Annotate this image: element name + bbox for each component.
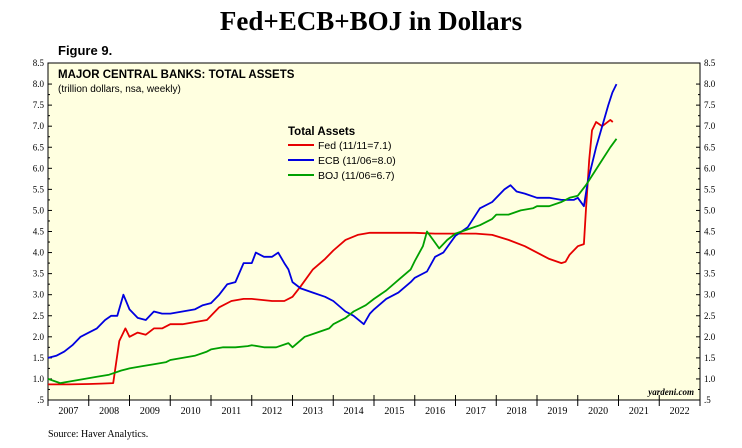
y-tick-label-right: 2.5 xyxy=(704,311,716,321)
series-line-boj xyxy=(47,138,618,384)
source-note: Source: Haver Analytics. xyxy=(48,429,149,440)
legend-title: Total Assets xyxy=(288,126,355,138)
y-tick-label-left: 6.5 xyxy=(33,142,45,152)
legend-label-fed: Fed (11/11=7.1) xyxy=(318,140,391,152)
y-tick-label-left: 8.0 xyxy=(33,79,45,89)
y-tick-label-right: 6.0 xyxy=(704,163,716,173)
x-tick-label: 2015 xyxy=(384,406,404,417)
y-axis-left: .5 1.0 1.5 2.0 2.5 3.0 3.5 4.0 4.5 5.0 5.5 6.0 6.5 7.… xyxy=(33,58,52,405)
series-line-fed xyxy=(48,119,614,386)
y-tick-label-left: 2.5 xyxy=(33,311,45,321)
x-tick-label: 2018 xyxy=(507,406,527,417)
legend-label-boj: BOJ (11/06=6.7) xyxy=(318,170,395,182)
series-lines xyxy=(47,83,618,386)
y-tick-label-left: 4.5 xyxy=(33,227,45,237)
y-tick-label-left: 5.0 xyxy=(33,205,45,215)
y-tick-label-right: 6.5 xyxy=(704,142,716,152)
y-tick-label-left: 4.0 xyxy=(33,248,45,258)
y-tick-label-right: .5 xyxy=(704,395,711,405)
y-tick-label-right: 1.5 xyxy=(704,353,716,363)
y-tick-label-left: 3.0 xyxy=(33,290,45,300)
x-tick-label: 2022 xyxy=(670,406,690,417)
x-tick-label: 2016 xyxy=(425,406,445,417)
x-tick-label: 2010 xyxy=(181,406,201,417)
y-tick-label-left: 2.0 xyxy=(33,332,45,342)
x-tick-label: 2014 xyxy=(344,406,364,417)
x-tick-label: 2019 xyxy=(547,406,567,417)
legend: Total Assets Fed (11/11=7.1) ECB (11/06=… xyxy=(288,126,396,182)
y-tick-label-left: 7.5 xyxy=(33,100,45,110)
y-axis-right: .5 1.0 1.5 2.0 2.5 3.0 3.5 4.0 4.5 5.0 5.5 6.0 6.5 7.… xyxy=(696,58,716,405)
y-tick-label-left: 1.5 xyxy=(33,353,45,363)
x-axis: 2007 2008 2009 2010 2011 2012 2013 2014 2015 2016… xyxy=(47,395,701,417)
y-tick-label-right: 8.5 xyxy=(704,58,716,68)
y-tick-label-right: 4.5 xyxy=(704,227,716,237)
y-tick-label-right: 3.0 xyxy=(704,290,716,300)
y-tick-label-right: 2.0 xyxy=(704,332,716,342)
x-tick-label: 2017 xyxy=(466,406,486,417)
chart-title: MAJOR CENTRAL BANKS: TOTAL ASSETS xyxy=(58,69,295,81)
chart-subtitle: (trillion dollars, nsa, weekly) xyxy=(58,84,181,95)
x-tick-label: 2013 xyxy=(303,406,323,417)
y-tick-label-left: 5.5 xyxy=(33,184,45,194)
x-tick-label: 2007 xyxy=(58,406,78,417)
plot-area xyxy=(47,62,701,401)
y-tick-label-left: 7.0 xyxy=(33,121,45,131)
series-line-ecb xyxy=(47,83,618,359)
x-tick-label: 2008 xyxy=(99,406,119,417)
watermark: yardeni.com xyxy=(647,387,694,397)
page-title: Fed+ECB+BOJ in Dollars xyxy=(219,6,523,36)
figure-label: Figure 9. xyxy=(58,43,113,58)
y-tick-label-right: 1.0 xyxy=(704,374,716,384)
y-tick-label-left: 6.0 xyxy=(33,163,45,173)
y-tick-label-left: 3.5 xyxy=(33,269,45,279)
y-tick-label-right: 4.0 xyxy=(704,248,716,258)
x-tick-label: 2020 xyxy=(588,406,608,417)
y-tick-label-right: 7.5 xyxy=(704,100,716,110)
x-tick-label: 2012 xyxy=(262,406,282,417)
y-tick-label-right: 8.0 xyxy=(704,79,716,89)
y-tick-label-left: 8.5 xyxy=(33,58,45,68)
x-tick-label: 2009 xyxy=(140,406,160,417)
legend-label-ecb: ECB (11/06=8.0) xyxy=(318,155,396,167)
y-tick-label-left: 1.0 xyxy=(33,374,45,384)
y-tick-label-right: 5.0 xyxy=(704,205,716,215)
x-tick-label: 2021 xyxy=(629,406,649,417)
y-tick-label-left: .5 xyxy=(37,395,44,405)
y-tick-label-right: 5.5 xyxy=(704,184,716,194)
y-tick-label-right: 3.5 xyxy=(704,269,716,279)
x-tick-label: 2011 xyxy=(222,406,242,417)
y-tick-label-right: 7.0 xyxy=(704,121,716,131)
